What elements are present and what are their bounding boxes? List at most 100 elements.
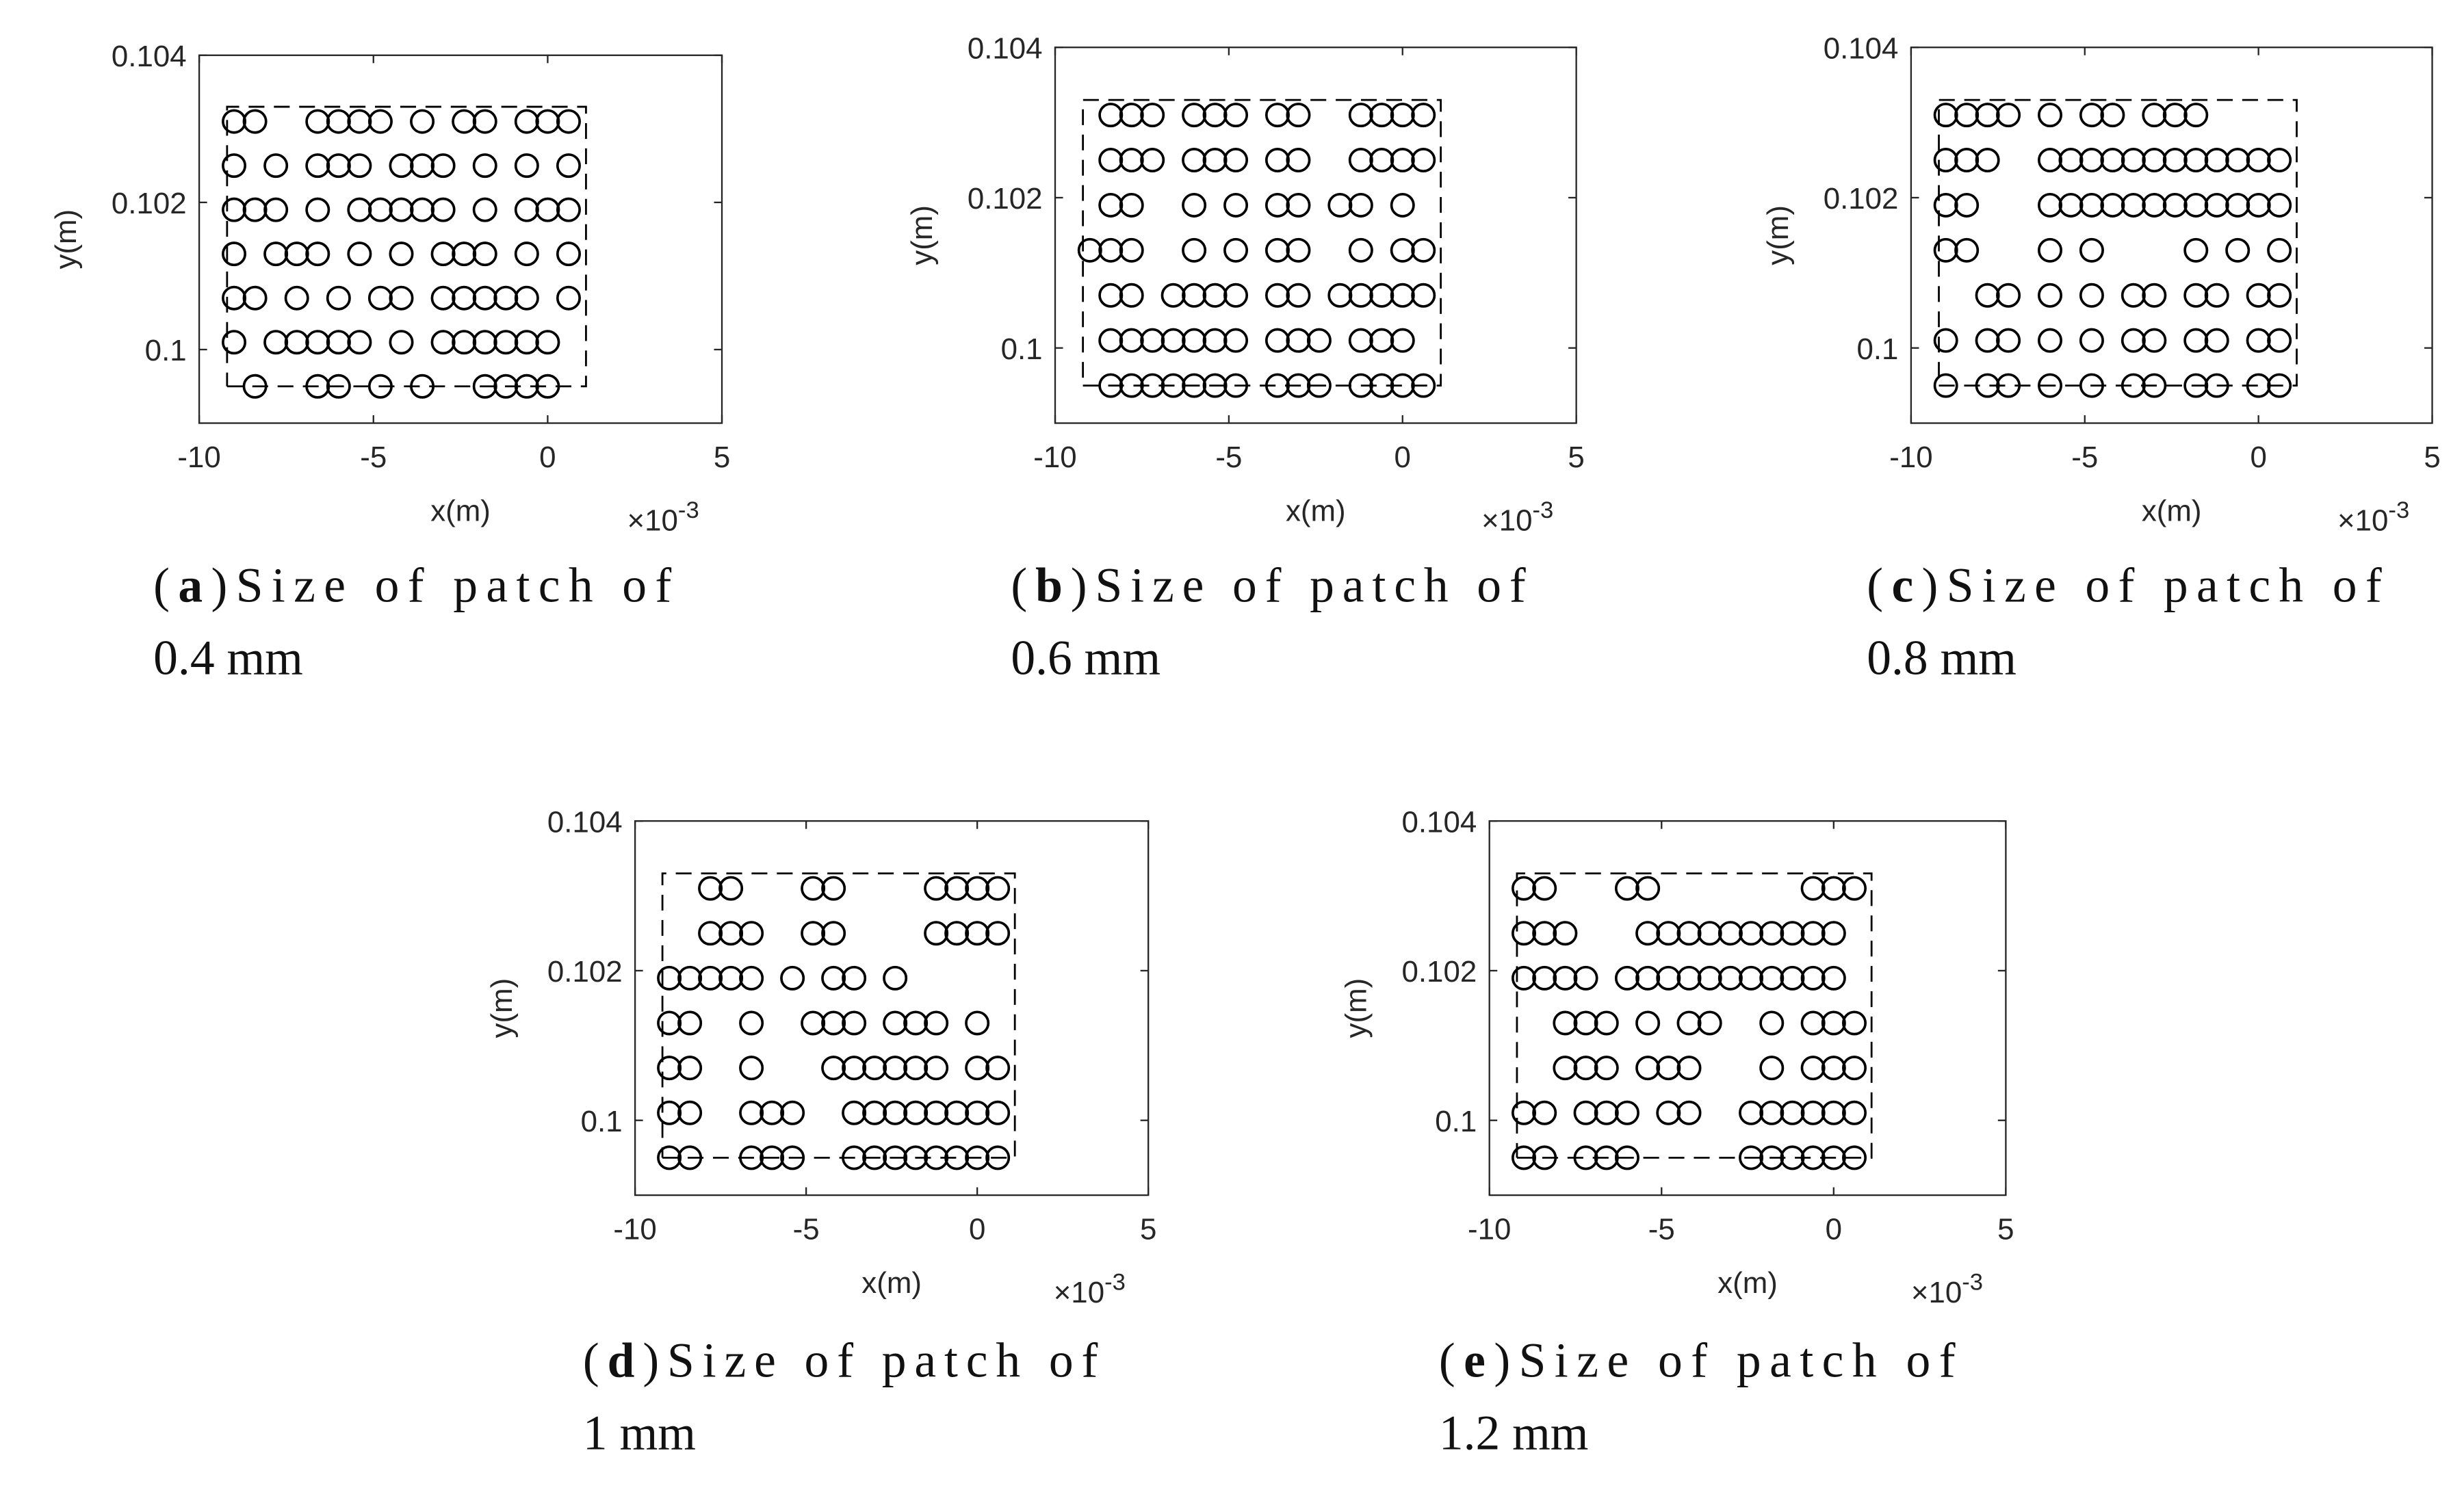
y-tick-label: 0.1 (581, 1105, 623, 1138)
x-tick-label: 5 (714, 441, 730, 474)
point (985, 1100, 1011, 1125)
point (1821, 1010, 1846, 1036)
point (2183, 237, 2209, 263)
x-tick-label: 5 (1140, 1213, 1156, 1246)
point (965, 1100, 990, 1125)
y-tick-label: 0.104 (1824, 31, 1899, 65)
point (2038, 373, 2063, 398)
point (1306, 328, 1332, 353)
point (2079, 283, 2104, 308)
point (965, 921, 990, 946)
point (1119, 237, 1144, 263)
point (326, 285, 351, 311)
point (1348, 192, 1373, 218)
point (883, 1100, 908, 1125)
point (1996, 283, 2021, 308)
point (739, 1056, 764, 1081)
point (1821, 1100, 1846, 1125)
point (1286, 283, 1311, 308)
point (1933, 373, 1958, 398)
point (1286, 237, 1311, 263)
point (2038, 192, 2063, 218)
point (305, 241, 330, 267)
point (739, 921, 764, 946)
x-tick-label: -5 (793, 1213, 820, 1246)
point (2267, 283, 2292, 308)
point (2038, 328, 2063, 353)
point (801, 1010, 826, 1036)
point (1553, 921, 1578, 946)
caption-label: d (608, 1334, 635, 1388)
x-tick-label: -10 (1889, 441, 1932, 474)
caption-line: Size of patch of (236, 558, 672, 612)
point (1614, 1100, 1639, 1125)
x-tick-label: -10 (1033, 441, 1076, 474)
point (2267, 373, 2292, 398)
point (718, 921, 744, 946)
point (903, 1056, 929, 1081)
point (780, 1145, 805, 1170)
point (1635, 965, 1661, 991)
point (263, 153, 289, 179)
point (985, 1056, 1011, 1081)
point (2079, 328, 2104, 353)
point (2142, 192, 2167, 218)
point (2183, 148, 2209, 173)
caption-close: ) (1071, 558, 1087, 612)
point (821, 965, 846, 991)
point (1717, 921, 1743, 946)
x-tick-label: -10 (1468, 1213, 1511, 1246)
point (556, 241, 581, 267)
point (1800, 1145, 1826, 1170)
point (1512, 1100, 1537, 1125)
point (1553, 965, 1578, 991)
point (2267, 328, 2292, 353)
point (1411, 148, 1436, 173)
point (2079, 103, 2104, 128)
x-tick-label: 5 (1997, 1213, 2014, 1246)
point (1119, 192, 1144, 218)
x-tick-label: 0 (969, 1213, 985, 1246)
point (1676, 1100, 1702, 1125)
x-tick-label: -5 (1215, 441, 1242, 474)
y-axis-label: y(m) (485, 978, 519, 1038)
point (842, 1056, 867, 1081)
caption-label: e (1464, 1334, 1486, 1388)
point (801, 876, 826, 901)
x-tick-label: -10 (613, 1213, 656, 1246)
point (1594, 1010, 1619, 1036)
point (1635, 1010, 1661, 1036)
caption-close: ) (1922, 558, 1938, 612)
point (985, 876, 1011, 901)
point (1223, 103, 1249, 128)
point (556, 285, 581, 311)
point (1800, 1010, 1826, 1036)
point (924, 921, 949, 946)
point (924, 1100, 949, 1125)
point (698, 876, 723, 901)
point (944, 1100, 970, 1125)
caption-close: ) (211, 558, 228, 612)
point (2183, 103, 2209, 128)
point (1306, 373, 1332, 398)
point (1223, 237, 1249, 263)
point (2183, 192, 2209, 218)
point (883, 965, 908, 991)
point (1933, 328, 1958, 353)
point (1800, 1100, 1826, 1125)
point (1800, 876, 1826, 901)
point (1780, 1145, 1805, 1170)
point (1411, 103, 1436, 128)
point (2038, 148, 2063, 173)
point (1532, 965, 1557, 991)
point (1676, 1056, 1702, 1081)
point (347, 153, 372, 179)
point (1954, 237, 1980, 263)
point (1975, 148, 2000, 173)
point (821, 1010, 846, 1036)
point (1739, 1100, 1764, 1125)
caption-line: 0.4 mm (153, 631, 303, 685)
point (739, 1145, 764, 1170)
